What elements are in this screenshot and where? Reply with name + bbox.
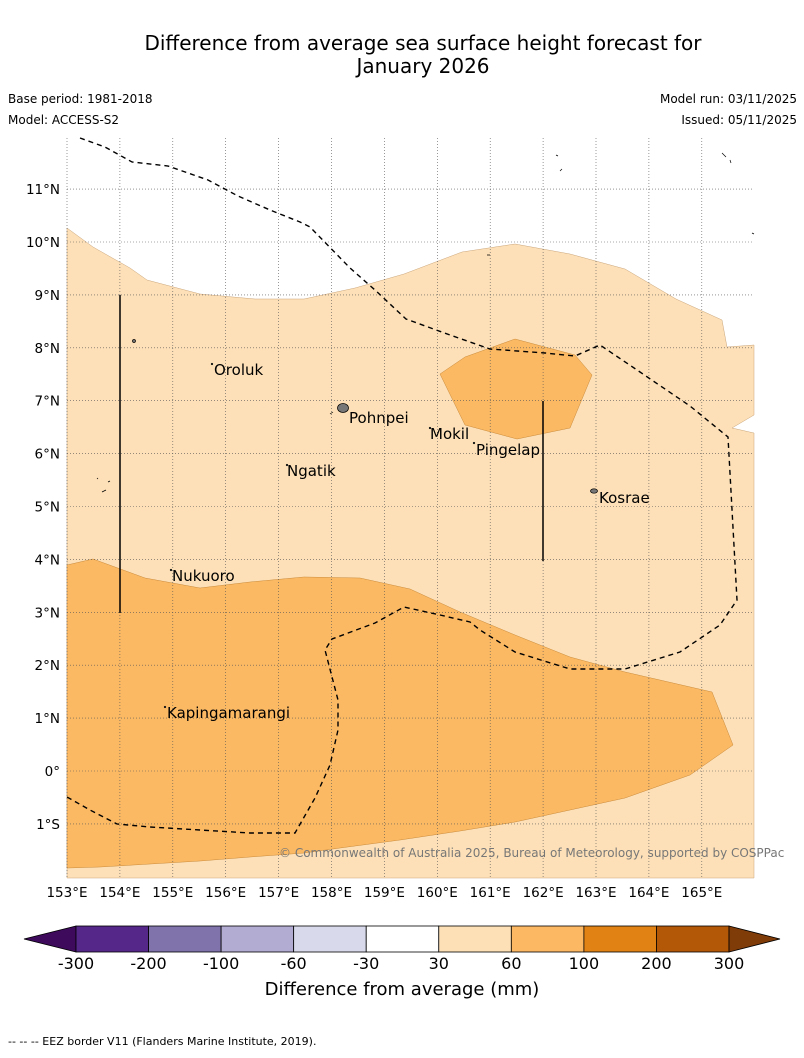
longitude-labels: 153°E 154°E 155°E 156°E 157°E 158°E 159°E 160°E… (46, 885, 722, 901)
title-line-2: January 2026 (356, 54, 490, 78)
colorbar-tick-label: 300 (714, 954, 745, 973)
colorbar-segment (438, 925, 512, 953)
colorbar-label: Difference from average (mm) (265, 979, 540, 1000)
lon-tick-label: 158°E (311, 885, 352, 901)
lat-tick-label: 6°N (35, 447, 60, 463)
lat-tick-label: 0° (45, 764, 60, 780)
colorbar-tick-label: -300 (58, 954, 94, 973)
colorbar-tick-label: -200 (130, 954, 166, 973)
lat-tick-label: 5°N (35, 500, 60, 516)
chart-title: Difference from average sea surface heig… (0, 32, 804, 78)
place-label-ngatik: Ngatik (287, 462, 336, 480)
island-small-west (132, 339, 136, 343)
lon-tick-label: 159°E (364, 885, 405, 901)
island-pingelap (472, 441, 476, 445)
place-label-pohnpei: Pohnpei (349, 409, 409, 427)
place-label-oroluk: Oroluk (214, 361, 263, 379)
colorbar-segment (365, 925, 440, 953)
colorbar: -300 -200 -100 -60 -30 30 60 100 200 300 (23, 925, 781, 973)
colorbar-segment (583, 925, 657, 953)
lat-tick-label: 10°N (26, 235, 60, 251)
island-kapingamarangi (163, 705, 167, 709)
island-mokil (428, 426, 432, 430)
place-label-kapingamarangi: Kapingamarangi (167, 704, 290, 722)
lon-tick-label: 165°E (681, 885, 722, 901)
eez-border (66, 137, 738, 834)
model-name: Model: ACCESS-S2 (8, 113, 120, 127)
colorbar-tick-label: 60 (501, 954, 521, 973)
island-kosrae (590, 488, 598, 494)
place-label-pingelap: Pingelap (476, 441, 540, 459)
lat-tick-label: 11°N (26, 182, 60, 198)
issued-date: Issued: 05/11/2025 (681, 113, 797, 127)
island-nukuoro (169, 568, 173, 572)
lat-tick-label: 1°S (36, 817, 60, 833)
colorbar-extend-high (728, 925, 781, 953)
lon-tick-label: 160°E (417, 885, 458, 901)
colorbar-segment (293, 925, 367, 953)
place-labels: Oroluk Pohnpei Mokil Pingelap Ngatik Kosrae Nu… (167, 361, 650, 722)
lat-tick-label: 8°N (35, 341, 60, 357)
island-pohnpei (337, 403, 349, 413)
colorbar-segment (220, 925, 295, 953)
lat-tick-label: 3°N (35, 605, 60, 621)
contour-band-60-100-south (66, 558, 734, 869)
lon-tick-label: 163°E (575, 885, 616, 901)
map-figure: Oroluk Pohnpei Mokil Pingelap Ngatik Kosrae Nu… (23, 137, 784, 1000)
lon-tick-label: 164°E (628, 885, 669, 901)
place-label-kosrae: Kosrae (599, 489, 650, 507)
lon-tick-label: 156°E (205, 885, 246, 901)
colorbar-tick-label: 200 (641, 954, 672, 973)
lon-tick-label: 155°E (152, 885, 193, 901)
lat-tick-label: 4°N (35, 552, 60, 568)
lon-tick-label: 162°E (523, 885, 564, 901)
lat-tick-label: 1°N (35, 711, 60, 727)
contour-band-60-100-north (439, 338, 593, 440)
island-oroluk (210, 362, 214, 366)
island-ngatik (285, 463, 289, 467)
lat-tick-label: 9°N (35, 288, 60, 304)
lon-tick-label: 161°E (470, 885, 511, 901)
colorbar-extend-low (23, 925, 77, 953)
lon-tick-label: 153°E (46, 885, 87, 901)
latitude-labels: 11°N 10°N 9°N 8°N 7°N 6°N 5°N 4°N 3°N 2°N 1°N 0° 1°S (26, 182, 60, 833)
title-line-1: Difference from average sea surface heig… (144, 31, 702, 55)
colorbar-segment (510, 925, 585, 953)
lat-tick-label: 7°N (35, 394, 60, 410)
model-run: Model run: 03/11/2025 (659, 92, 797, 106)
colorbar-tick-label: 100 (569, 954, 600, 973)
colorbar-segment (656, 925, 730, 953)
island-fragments (96, 152, 755, 493)
colorbar-tick-label: -60 (281, 954, 307, 973)
lon-tick-label: 154°E (99, 885, 140, 901)
base-period: Base period: 1981-2018 (8, 92, 153, 106)
colorbar-tick-label: -100 (203, 954, 239, 973)
colorbar-segment (75, 925, 149, 953)
islands (96, 152, 755, 709)
place-label-nukuoro: Nukuoro (172, 567, 235, 585)
eez-border-north (66, 137, 738, 834)
colorbar-segment (148, 925, 222, 953)
copyright-text: © Commonwealth of Australia 2025, Bureau… (279, 846, 784, 860)
colorbar-tick-label: 30 (429, 954, 449, 973)
eez-footnote: -- -- -- EEZ border V11 (Flanders Marine… (8, 1035, 317, 1048)
lon-tick-label: 157°E (258, 885, 299, 901)
colorbar-tick-label: -30 (353, 954, 379, 973)
lat-tick-label: 2°N (35, 658, 60, 674)
place-label-mokil: Mokil (430, 425, 469, 443)
